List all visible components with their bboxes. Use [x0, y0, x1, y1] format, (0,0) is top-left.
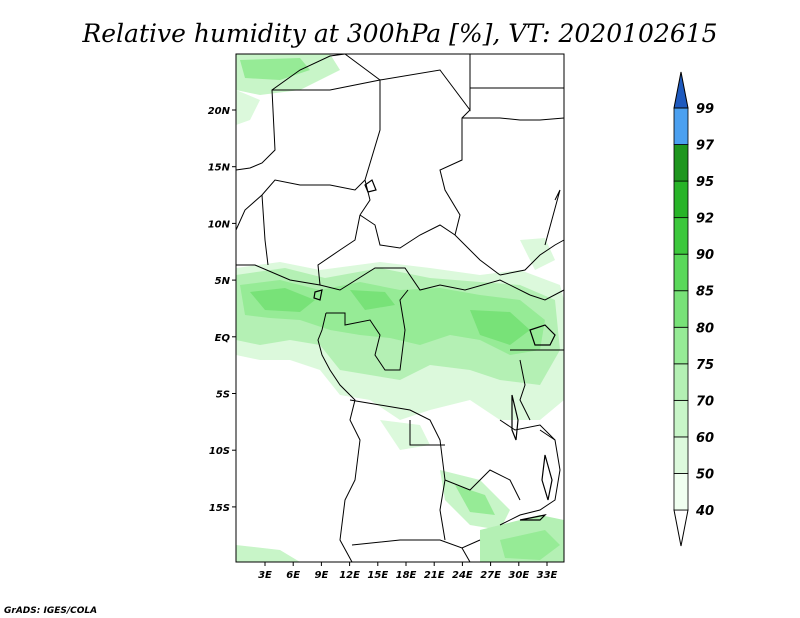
lake-victoria	[529, 324, 556, 346]
lat-tick-label: 5N	[215, 276, 231, 287]
humidity-core-west	[250, 288, 315, 312]
lake-malawi	[541, 454, 553, 501]
lat-tick-label: EQ	[215, 333, 231, 344]
lon-tick-label: 12E	[339, 570, 360, 581]
border-zambia-drc	[444, 469, 521, 501]
colorbar-label: 97	[696, 139, 715, 154]
country-borders	[235, 53, 565, 563]
lon-tick-label: 30E	[508, 570, 529, 581]
border-angola-coast	[339, 394, 361, 563]
lat-tick-label: 5S	[216, 390, 230, 401]
colorbar-segment	[673, 363, 689, 401]
border-eritrea	[544, 189, 561, 246]
border-gabon-congo	[326, 289, 409, 371]
colorbar-label: 50	[696, 467, 714, 482]
colorbar-segment	[673, 180, 689, 219]
lat-tick-label: 15N	[208, 163, 231, 174]
humidity-patch-angola	[380, 420, 430, 450]
lon-tick-label: 9E	[315, 570, 329, 581]
map-frame	[235, 53, 565, 563]
colorbar-label: 80	[696, 321, 714, 336]
lon-tick-label: 27E	[480, 570, 501, 581]
colorbar-label: 99	[696, 102, 714, 117]
humidity-patch-southeast-core	[500, 530, 560, 560]
lakes	[313, 179, 556, 521]
border-angola-east	[409, 420, 445, 446]
colorbar-segment	[673, 436, 689, 474]
colorbar-segment	[673, 290, 689, 328]
border-benin-nigeria	[261, 194, 269, 266]
border-car-south	[319, 267, 531, 296]
border-rwanda-burundi	[519, 359, 531, 421]
colorbar: 40 50 60 70 75 80 85 90 92 95 97 99	[673, 71, 715, 547]
humidity-patch-north-core	[240, 58, 310, 80]
lake-tanganyika	[511, 394, 519, 441]
colorbar-label: 90	[696, 248, 714, 263]
lon-tick-label: 21E	[424, 570, 445, 581]
lat-tick-label: 10S	[209, 446, 230, 457]
colorbar-segment	[673, 144, 689, 182]
colorbar-upper-arrow	[673, 71, 689, 109]
lat-tick-label: 20N	[208, 106, 231, 117]
humidity-core-east	[470, 310, 530, 345]
lon-tick-label: 33E	[537, 570, 558, 581]
lake-chad	[364, 179, 377, 193]
border-nigeria-niger	[235, 179, 366, 231]
border-tanzania	[499, 419, 556, 441]
border-botswana	[461, 547, 471, 563]
latitude-axis: 20N 15N 10N 5N EQ 5S 10S 15S	[208, 106, 236, 514]
border-car-north	[359, 214, 501, 276]
lake-kariba	[519, 514, 547, 521]
lon-tick-label: 3E	[258, 570, 272, 581]
humidity-patch-southwest	[236, 545, 300, 562]
lon-tick-label: 18E	[396, 570, 417, 581]
colorbar-label: 75	[696, 358, 714, 373]
colorbar-segment	[673, 473, 689, 511]
colorbar-lower-arrow	[673, 509, 689, 547]
border-niger-chad	[272, 79, 381, 216]
colorbar-segment	[673, 253, 689, 292]
colorbar-label: 70	[696, 394, 714, 409]
border-gabon-coast	[317, 312, 351, 396]
humidity-core-central	[350, 290, 395, 310]
humidity-shading	[236, 54, 564, 562]
lat-tick-label: 10N	[208, 219, 231, 230]
lake-chad-south	[313, 289, 323, 301]
humidity-patch-south-core	[455, 485, 495, 515]
border-uganda-kenya	[529, 289, 565, 301]
colorbar-segment	[673, 107, 689, 145]
colorbar-label: 40	[695, 504, 714, 519]
map-title: Relative humidity at 300hPa [%], VT: 202…	[81, 19, 717, 48]
border-angola-drc	[349, 399, 446, 541]
humidity-patch-northwest	[236, 90, 260, 125]
humidity-patch-ethiopia	[520, 238, 555, 270]
colorbar-segment	[673, 399, 689, 438]
colorbar-segment	[673, 326, 689, 365]
border-nigeria-cameroon	[236, 214, 361, 286]
longitude-axis: 3E 6E 9E 12E 15E 18E 21E 24E 27E 30E 33E	[258, 562, 558, 581]
lon-tick-label: 6E	[286, 570, 300, 581]
border-northeast	[462, 117, 565, 121]
colorbar-label: 92	[696, 212, 714, 227]
border-south-sudan-ethiopia	[499, 239, 565, 276]
map-panel	[235, 53, 565, 563]
colorbar-segment	[673, 217, 689, 255]
colorbar-label: 85	[696, 285, 714, 300]
colorbar-label: 60	[696, 431, 714, 446]
border-libya-chad	[344, 53, 471, 112]
border-algeria-niger	[235, 53, 346, 171]
lon-tick-label: 15E	[367, 570, 388, 581]
grads-credit: GrADS: IGES/COLA	[4, 606, 97, 616]
lat-tick-label: 15S	[209, 503, 230, 514]
lon-tick-label: 24E	[452, 570, 473, 581]
colorbar-label: 95	[696, 175, 714, 190]
border-namibia	[351, 539, 481, 549]
